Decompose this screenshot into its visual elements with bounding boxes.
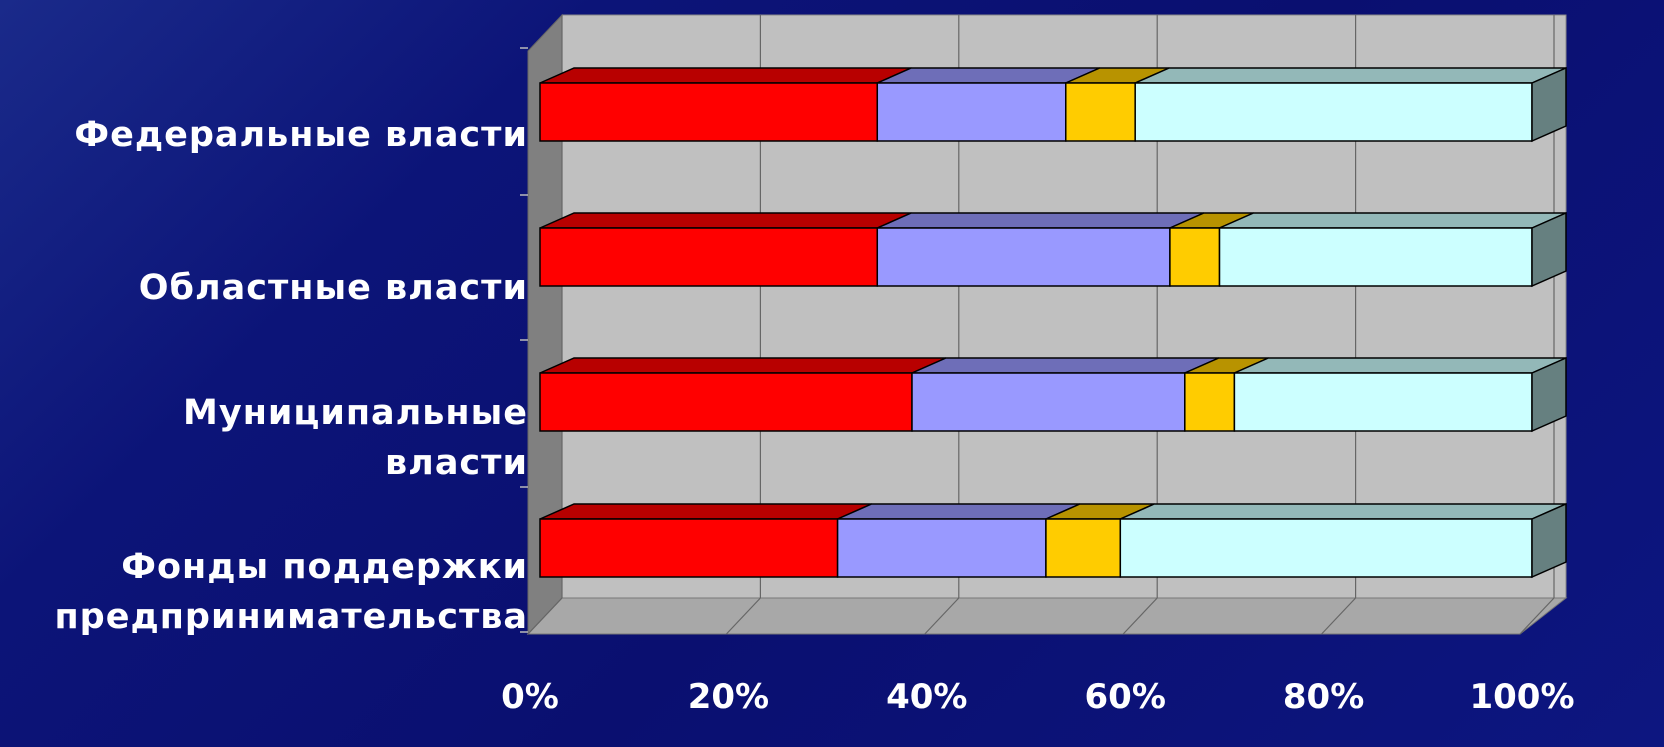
bar-0-series-0 bbox=[539, 82, 879, 142]
bar-1-series-1-top bbox=[876, 212, 1205, 229]
category-label-regional: Областные власти bbox=[139, 263, 528, 313]
bar-3-series-3-top bbox=[1120, 503, 1567, 520]
bar-3-series-0-top bbox=[539, 503, 872, 520]
x-tick-label-0: 0% bbox=[501, 677, 559, 717]
category-label-federal: Федеральные власти bbox=[74, 110, 528, 160]
x-tick-label-2: 40% bbox=[886, 677, 967, 717]
floor-gridline-3 bbox=[1122, 597, 1158, 635]
floor-gridline-4 bbox=[1321, 597, 1357, 635]
x-tick-label-1: 20% bbox=[688, 677, 769, 717]
bar-0-series-3-top bbox=[1134, 67, 1567, 84]
bar-2-series-3-top bbox=[1234, 357, 1567, 374]
bar-2-series-3 bbox=[1233, 372, 1533, 432]
bar-1-series-3-top bbox=[1219, 212, 1567, 229]
bar-0-series-2 bbox=[1065, 82, 1136, 142]
bar-0-series-1-top bbox=[876, 67, 1101, 84]
bar-1-series-1 bbox=[876, 227, 1171, 287]
category-label-regional-line-1: Областные власти bbox=[138, 268, 528, 308]
bar-2-series-2 bbox=[1184, 372, 1236, 432]
floor-gridline-5 bbox=[1519, 597, 1555, 635]
x-tick-label-4: 80% bbox=[1283, 677, 1364, 717]
bar-1-series-0 bbox=[539, 227, 879, 287]
category-label-municipal-line-2: власти bbox=[385, 443, 528, 483]
bar-1-end-face bbox=[1531, 211, 1567, 288]
bar-3-series-1 bbox=[836, 518, 1047, 578]
bar-0-end-face bbox=[1531, 66, 1567, 143]
bar-0-series-0-top bbox=[539, 67, 912, 84]
bar-1-series-3 bbox=[1218, 227, 1533, 287]
x-tick-label-3: 60% bbox=[1085, 677, 1166, 717]
bar-2-end-face bbox=[1531, 356, 1567, 433]
floor-gridline-2 bbox=[924, 597, 960, 635]
bar-3-series-2 bbox=[1045, 518, 1122, 578]
bar-3-series-0 bbox=[539, 518, 839, 578]
category-label-municipal: Муниципальные власти bbox=[183, 388, 528, 488]
bar-2-series-0 bbox=[539, 372, 913, 432]
category-label-support-funds-line-1: Фонды поддержки bbox=[121, 547, 528, 587]
category-label-support-funds: Фонды поддержки предпринимательства bbox=[54, 542, 528, 642]
bar-0-series-3 bbox=[1134, 82, 1533, 142]
bar-2-series-1-top bbox=[911, 357, 1220, 374]
bar-3-series-3 bbox=[1119, 518, 1533, 578]
chart-floor bbox=[526, 597, 1568, 635]
category-label-municipal-line-1: Муниципальные bbox=[183, 393, 528, 433]
bar-3-series-1-top bbox=[837, 503, 1081, 520]
x-tick-label-5: 100% bbox=[1469, 677, 1574, 717]
bar-1-series-0-top bbox=[539, 212, 912, 229]
bar-2-series-1 bbox=[911, 372, 1186, 432]
floor-gridline-0 bbox=[527, 597, 563, 635]
bar-2-series-0-top bbox=[539, 357, 947, 374]
floor-gridline-1 bbox=[725, 597, 761, 635]
bar-0-series-1 bbox=[876, 82, 1067, 142]
bar-1-series-2 bbox=[1169, 227, 1221, 287]
bar-3-end-face bbox=[1531, 502, 1567, 579]
category-label-support-funds-line-2: предпринимательства bbox=[54, 597, 528, 637]
category-label-federal-line-1: Федеральные власти bbox=[74, 115, 528, 155]
